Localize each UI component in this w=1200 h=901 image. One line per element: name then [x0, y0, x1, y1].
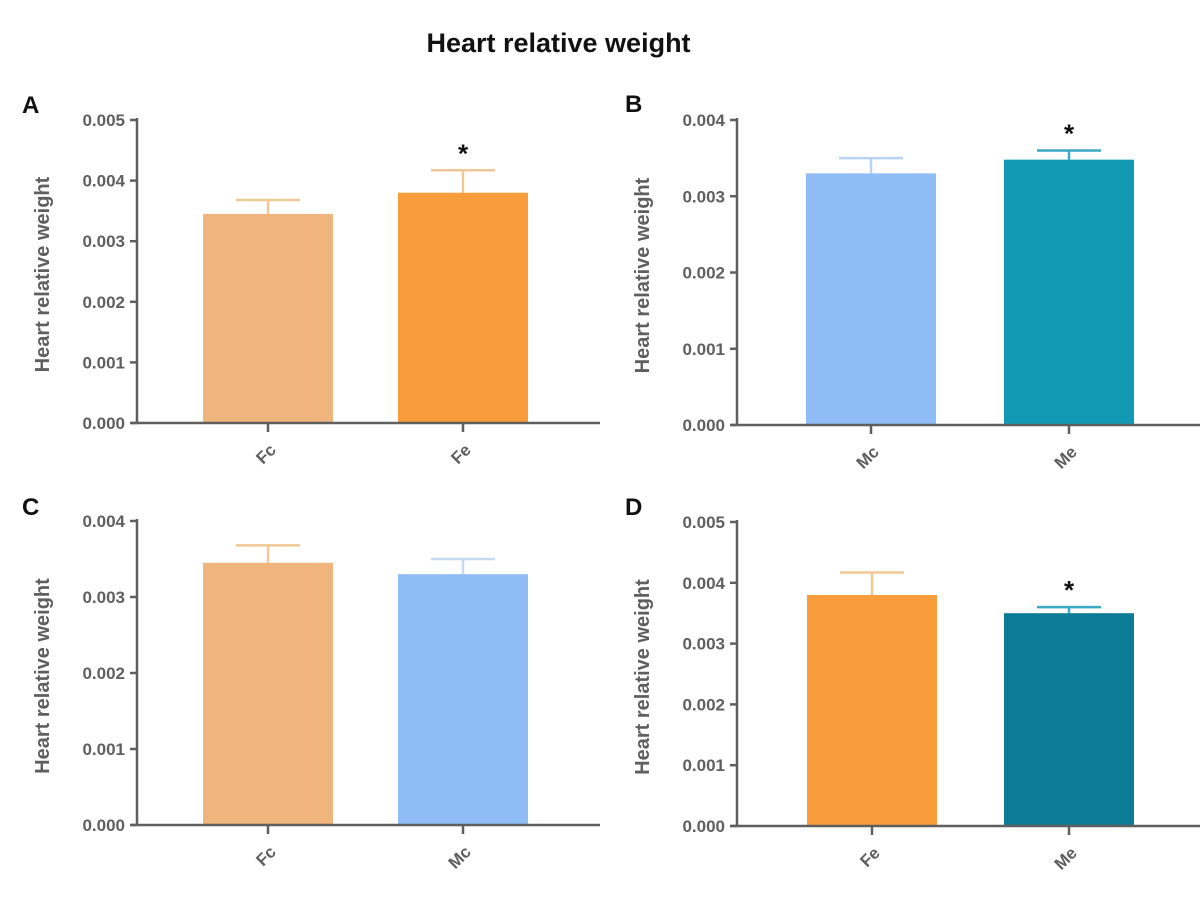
- y-tick-label: 0.002: [82, 293, 125, 312]
- y-tick-label: 0.005: [682, 513, 725, 532]
- panel-label: B: [625, 91, 642, 118]
- y-tick-label: 0.002: [82, 664, 125, 683]
- y-tick-label: 0.001: [682, 340, 725, 359]
- x-tick-label: Fe: [447, 440, 474, 467]
- y-axis-title: Heart relative weight: [632, 177, 654, 373]
- y-axis-title: Heart relative weight: [32, 176, 54, 372]
- bar-fc: [203, 562, 333, 825]
- x-tick-label: Mc: [853, 442, 883, 472]
- panel-a: A Heart relative weight Fc * Fe 0.000 0.001 0.0…: [22, 92, 600, 468]
- bar-mc: [806, 173, 936, 425]
- y-tick-label: 0.001: [682, 756, 725, 775]
- y-tick-label: 0.003: [82, 232, 125, 251]
- y-tick-label: 0.004: [682, 574, 725, 593]
- y-tick-label: 0.000: [682, 416, 725, 435]
- panel-b: B Heart relative weight Mc * Me 0.000 0.001 0.0…: [625, 91, 1200, 473]
- x-tick-label: Me: [1051, 843, 1081, 873]
- panel-label: D: [625, 494, 642, 521]
- bar-me: [1004, 613, 1134, 826]
- x-tick-label: Fc: [252, 842, 279, 869]
- significance-marker: *: [458, 138, 469, 168]
- bar-fc: [203, 213, 333, 423]
- y-tick-label: 0.004: [682, 111, 725, 130]
- y-tick-label: 0.001: [82, 353, 125, 372]
- y-axis-title: Heart relative weight: [632, 579, 654, 775]
- x-tick-label: Me: [1051, 442, 1081, 472]
- y-tick-label: 0.000: [82, 414, 125, 433]
- y-axis-title: Heart relative weight: [32, 578, 54, 774]
- panel-label: C: [22, 494, 39, 521]
- x-tick-label: Fc: [252, 440, 279, 467]
- y-tick-label: 0.000: [82, 816, 125, 835]
- bar-fe: [398, 192, 528, 423]
- y-tick-label: 0.002: [682, 695, 725, 714]
- x-tick-label: Fe: [856, 843, 883, 870]
- significance-marker: *: [1064, 575, 1075, 605]
- y-tick-label: 0.000: [682, 817, 725, 836]
- bar-me: [1004, 159, 1134, 425]
- y-tick-label: 0.004: [82, 512, 125, 531]
- panel-c: C Heart relative weight Fc Mc 0.000 0.001 0.00…: [22, 494, 600, 873]
- x-tick-label: Mc: [445, 842, 475, 872]
- y-tick-label: 0.005: [82, 111, 125, 130]
- figure-title: Heart relative weight: [426, 28, 691, 58]
- y-tick-label: 0.003: [82, 588, 125, 607]
- y-tick-label: 0.004: [82, 172, 125, 191]
- significance-marker: *: [1064, 119, 1075, 149]
- panel-d: D Heart relative weight Fe * Me 0.000 0.001 0.0…: [625, 494, 1200, 874]
- y-tick-label: 0.001: [82, 740, 125, 759]
- y-tick-label: 0.003: [682, 635, 725, 654]
- bar-mc: [398, 574, 528, 825]
- panel-label: A: [22, 92, 39, 119]
- y-tick-label: 0.002: [682, 264, 725, 283]
- bar-fe: [807, 594, 937, 826]
- y-tick-label: 0.003: [682, 187, 725, 206]
